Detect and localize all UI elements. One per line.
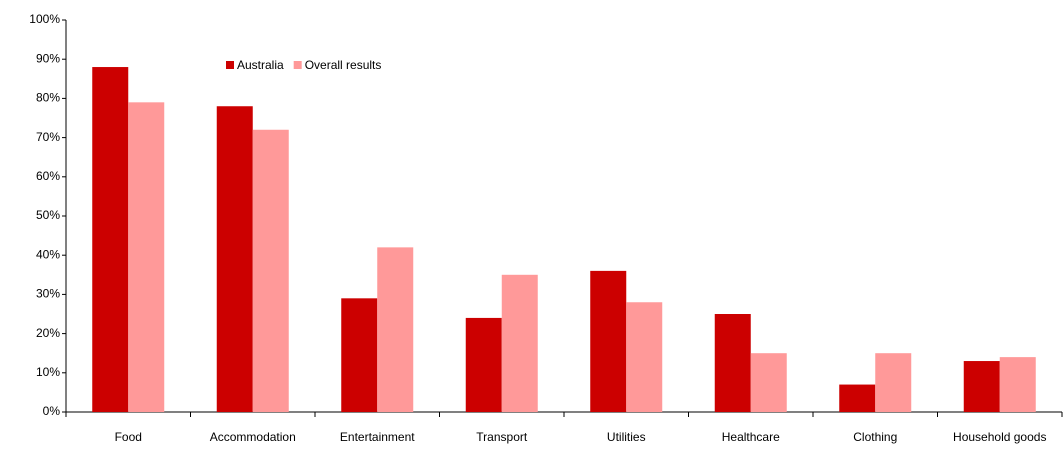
bar	[963, 361, 1000, 412]
bar	[501, 274, 538, 412]
bar	[341, 298, 378, 412]
bar	[626, 302, 663, 412]
legend-label: Australia	[237, 58, 284, 72]
bar	[92, 67, 129, 412]
x-tick-label: Healthcare	[722, 430, 780, 444]
y-tick-label: 0%	[43, 404, 61, 418]
bar	[875, 353, 912, 412]
y-tick-label: 30%	[36, 287, 60, 301]
y-tick-label: 70%	[36, 130, 60, 144]
bar	[839, 384, 876, 412]
bar	[750, 353, 787, 412]
x-tick-label: Entertainment	[340, 430, 415, 444]
y-tick-label: 40%	[36, 247, 60, 261]
legend-label: Overall results	[305, 58, 382, 72]
bar	[590, 270, 627, 412]
y-tick-label: 100%	[29, 12, 60, 26]
y-tick-label: 20%	[36, 326, 60, 340]
x-tick-label: Accommodation	[210, 430, 296, 444]
x-tick-label: Household goods	[953, 430, 1046, 444]
bar	[252, 129, 289, 412]
bar	[999, 357, 1036, 412]
bar	[465, 317, 502, 412]
x-tick-label: Utilities	[607, 430, 646, 444]
bar	[216, 106, 253, 413]
legend-swatch	[226, 61, 234, 69]
y-tick-label: 10%	[36, 365, 60, 379]
y-tick-label: 60%	[36, 169, 60, 183]
bar	[714, 314, 751, 412]
x-tick-label: Clothing	[853, 430, 897, 444]
y-tick-label: 50%	[36, 208, 60, 222]
x-tick-label: Transport	[476, 430, 528, 444]
bar	[377, 247, 414, 412]
bar	[128, 102, 165, 412]
x-tick-label: Food	[115, 430, 142, 444]
y-tick-label: 90%	[36, 51, 60, 65]
y-tick-label: 80%	[36, 91, 60, 105]
legend-swatch	[293, 61, 302, 69]
